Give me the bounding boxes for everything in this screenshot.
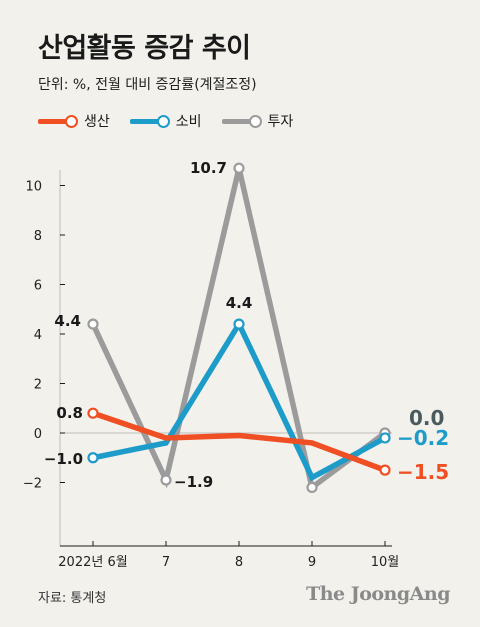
legend: 생산 소비 투자 [38, 111, 313, 131]
series-point-2-2 [233, 162, 245, 174]
series-point-2-1 [160, 474, 172, 486]
x-tick-label: 9 [308, 555, 316, 570]
y-tick-label: 2 [34, 378, 42, 393]
y-tick-label: 8 [34, 229, 42, 244]
series-line-0 [92, 410, 386, 473]
y-tick-label: 10 [25, 180, 42, 195]
data-label: 10.7 [190, 159, 227, 177]
series-point-2-0 [87, 318, 99, 330]
y-tick-label: 0 [34, 427, 42, 442]
series-point-0-0 [87, 407, 99, 419]
legend-swatch-consumption [129, 111, 170, 131]
data-label: 0.8 [56, 404, 83, 422]
legend-item-investment: 투자 [221, 111, 294, 131]
data-label: 4.4 [54, 312, 81, 330]
x-tick-label: 8 [235, 555, 243, 570]
y-tick-label: 4 [34, 328, 42, 343]
series-point-1-4 [379, 432, 391, 444]
series-point-1-0 [87, 452, 99, 464]
chart-title: 산업활동 증감 추이 [38, 33, 251, 64]
data-label: −1.0 [44, 450, 83, 468]
source-note: 자료: 통계청 [38, 591, 107, 606]
legend-swatch-production [38, 111, 78, 131]
legend-label-production: 생산 [84, 114, 110, 130]
x-tick-label: 7 [162, 555, 170, 570]
series-point-1-2 [233, 318, 245, 330]
legend-swatch-investment [221, 111, 262, 131]
legend-item-production: 생산 [38, 111, 110, 131]
legend-item-consumption: 소비 [129, 111, 202, 131]
data-label: −1.9 [174, 473, 213, 491]
data-label: −1.5 [397, 460, 449, 484]
legend-label-investment: 투자 [267, 114, 294, 130]
x-tick-label: 10월 [371, 555, 400, 570]
x-tick-label: 2022년 6월 [58, 555, 127, 570]
data-label: 0.0 [409, 406, 444, 430]
brand-logo: The JoongAng [306, 583, 450, 605]
data-label: 4.4 [226, 294, 253, 312]
y-tick-label: −2 [23, 477, 42, 492]
unit-note: 단위: %, 전월 대비 증감률(계절조정) [38, 77, 257, 93]
series-point-2-3 [306, 481, 318, 494]
data-label: −0.2 [397, 426, 449, 450]
legend-label-consumption: 소비 [175, 114, 202, 130]
y-tick-label: 6 [34, 279, 42, 294]
series-point-0-4 [379, 464, 391, 476]
